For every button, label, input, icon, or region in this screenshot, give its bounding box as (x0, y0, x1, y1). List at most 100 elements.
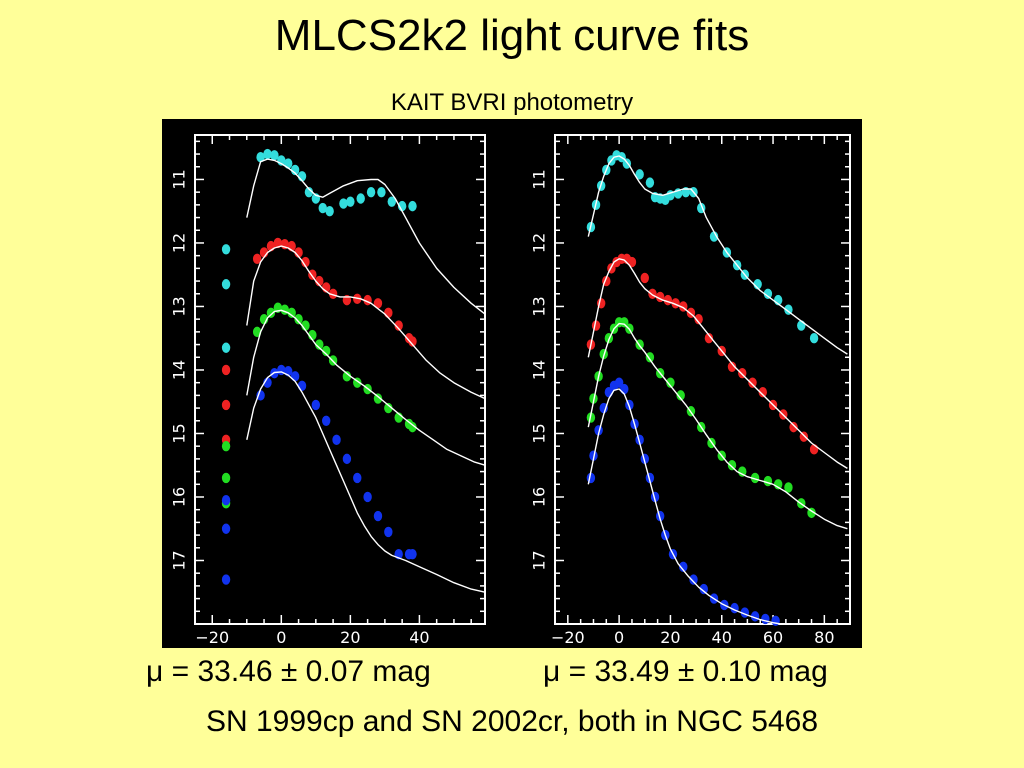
data-point-v (321, 345, 331, 357)
slide-footer: SN 1999cp and SN 2002cr, both in NGC 546… (205, 705, 819, 738)
data-point-b (761, 613, 770, 625)
data-point-r (308, 269, 317, 280)
y-tick-label: 12 (530, 233, 549, 253)
data-point-v (620, 317, 629, 328)
data-point-b (599, 402, 608, 414)
data-point-i (256, 152, 265, 163)
data-point-i (635, 169, 644, 180)
plot-frame (194, 134, 486, 625)
data-point-v (221, 440, 231, 452)
data-point-r (373, 298, 383, 309)
data-point-v (408, 421, 417, 433)
data-point-b (297, 380, 307, 392)
y-tick-label: 12 (170, 233, 189, 253)
data-point-i (387, 196, 396, 207)
data-point-r (221, 399, 231, 411)
data-point-v (294, 313, 303, 325)
y-tick-label: 16 (170, 487, 189, 507)
y-tick-label: 14 (170, 360, 189, 380)
data-point-i (318, 202, 327, 214)
x-tick-label: 80 (814, 628, 834, 647)
x-tick-label: −20 (195, 628, 229, 647)
data-point-i (809, 333, 819, 344)
data-point-i (290, 164, 300, 176)
data-point-b (699, 583, 708, 595)
light-curve-panel: −20 0 20 40 11 12 13 14 15 16 17 −20 0 20 40 60 80 11 12 1… (162, 119, 862, 648)
y-tick-label: 11 (170, 169, 189, 189)
x-tick-label: 40 (712, 628, 732, 647)
data-point-v (645, 352, 655, 363)
data-point-b (311, 399, 321, 411)
data-point-i (263, 148, 272, 160)
data-point-b (290, 371, 300, 382)
slide-title: MLCS2k2 light curve fits (274, 11, 750, 60)
data-point-i (622, 158, 632, 169)
y-tick-label: 17 (170, 550, 189, 570)
data-point-b (342, 453, 352, 465)
data-point-b (321, 415, 331, 426)
data-point-r (648, 288, 657, 299)
distance-modulus-left: μ = 33.46 ± 0.07 mag (146, 655, 431, 688)
data-point-r (789, 421, 798, 433)
data-point-v (373, 393, 383, 404)
data-point-i (270, 150, 279, 161)
data-point-b (353, 472, 362, 484)
plot-frame (554, 134, 851, 625)
data-point-r (301, 256, 310, 268)
fit-line-r (587, 258, 848, 469)
data-point-r (394, 320, 403, 331)
data-point-v (315, 339, 324, 350)
data-point-r (273, 237, 283, 249)
y-tick-label: 15 (530, 423, 549, 443)
data-point-i (339, 198, 348, 209)
y-tick-label: 16 (530, 487, 549, 507)
data-point-i (763, 288, 773, 299)
data-point-r (252, 253, 262, 265)
data-point-i (408, 200, 417, 212)
light-curve-plot-sn1999cp: −20 0 20 40 11 12 13 14 15 16 17 (170, 134, 486, 647)
y-tick-label: 13 (170, 296, 189, 316)
fit-line-v (587, 322, 848, 530)
x-tick-label: 20 (340, 628, 360, 647)
data-point-b (332, 434, 341, 446)
panel-background (162, 119, 862, 648)
data-point-b (221, 523, 231, 534)
data-point-r (384, 307, 393, 319)
data-point-r (627, 256, 637, 268)
x-tick-label: −20 (551, 628, 585, 647)
data-point-r (640, 272, 649, 284)
data-point-v (727, 460, 737, 471)
data-point-i (221, 244, 231, 255)
y-tick-label: 11 (530, 169, 549, 189)
data-point-v (287, 307, 296, 319)
y-tick-label: 14 (530, 360, 549, 380)
x-tick-label: 0 (276, 628, 286, 647)
data-point-r (727, 361, 737, 372)
data-point-i (221, 279, 231, 290)
x-tick-label: 0 (614, 628, 624, 647)
data-point-i (304, 186, 314, 198)
data-point-v (784, 482, 793, 493)
data-point-v (676, 390, 685, 401)
data-point-i (356, 193, 365, 204)
data-point-v (342, 371, 352, 382)
data-point-v (666, 377, 675, 388)
data-point-i (645, 177, 655, 188)
data-point-b (221, 494, 231, 506)
data-point-r (694, 313, 703, 325)
data-point-b (771, 615, 780, 627)
data-point-b (614, 377, 624, 388)
data-point-b (221, 574, 231, 585)
y-tick-label: 15 (170, 423, 189, 443)
data-point-r (704, 333, 714, 344)
data-point-i (346, 196, 355, 207)
y-tick-label: 17 (530, 550, 549, 570)
data-point-i (709, 231, 719, 242)
data-point-b (620, 383, 629, 395)
data-point-r (758, 387, 767, 398)
data-point-i (325, 206, 334, 217)
data-point-i (221, 342, 231, 353)
distance-modulus-right: μ = 33.49 ± 0.10 mag (543, 655, 828, 688)
data-point-r (328, 288, 338, 299)
fit-line-v (246, 309, 486, 466)
